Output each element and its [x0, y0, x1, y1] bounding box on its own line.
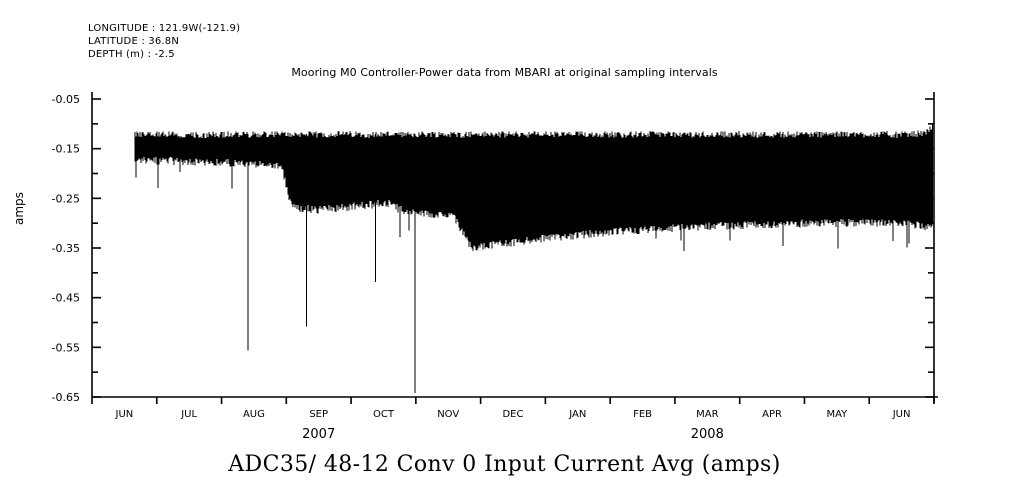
x-tick-label: AUG — [243, 409, 265, 420]
y-tick-label: -0.05 — [52, 93, 80, 106]
x-tick-label: JAN — [568, 409, 586, 420]
x-tick-label: NOV — [437, 409, 459, 420]
x-tick-label: JUN — [115, 409, 134, 420]
x-tick-label: APR — [762, 409, 782, 420]
x-tick-label: JUL — [180, 409, 197, 420]
y-axis-ticks: -0.05 -0.15 -0.25 -0.35 -0.45 -0.55 -0.65 — [52, 93, 934, 404]
x-axis-ticks: JUN JUL AUG SEP OCT NOV DEC JAN FEB MAR APR MAY JUN — [91, 397, 935, 420]
x-tick-label: OCT — [373, 409, 395, 420]
y-tick-label: -0.65 — [52, 391, 80, 404]
year-label: 2008 — [691, 427, 724, 442]
data-series — [134, 123, 933, 394]
y-tick-label: -0.15 — [52, 143, 80, 156]
x-tick-label: JUN — [892, 409, 911, 420]
x-tick-label: DEC — [502, 409, 523, 420]
y-tick-label: -0.35 — [52, 242, 80, 255]
x-tick-label: MAY — [826, 409, 848, 420]
y-tick-label: -0.45 — [52, 292, 80, 305]
plot-caption: ADC35/ 48-12 Conv 0 Input Current Avg (a… — [228, 452, 781, 477]
x-tick-label: MAR — [696, 409, 718, 420]
longitude-text: LONGITUDE : 121.9W(-121.9) — [88, 23, 241, 34]
latitude-text: LATITUDE : 36.8N — [88, 36, 180, 47]
chart-title: Mooring M0 Controller-Power data from MB… — [291, 66, 718, 79]
y-tick-label: -0.55 — [52, 341, 80, 354]
depth-text: DEPTH (m) : -2.5 — [88, 49, 175, 60]
year-label: 2007 — [302, 427, 335, 442]
y-tick-label: -0.25 — [52, 192, 80, 205]
year-labels: 2007 2008 — [302, 427, 724, 442]
station-metadata: LONGITUDE : 121.9W(-121.9) LATITUDE : 36… — [88, 22, 240, 61]
x-tick-label: SEP — [309, 409, 328, 420]
x-tick-label: FEB — [633, 409, 652, 420]
